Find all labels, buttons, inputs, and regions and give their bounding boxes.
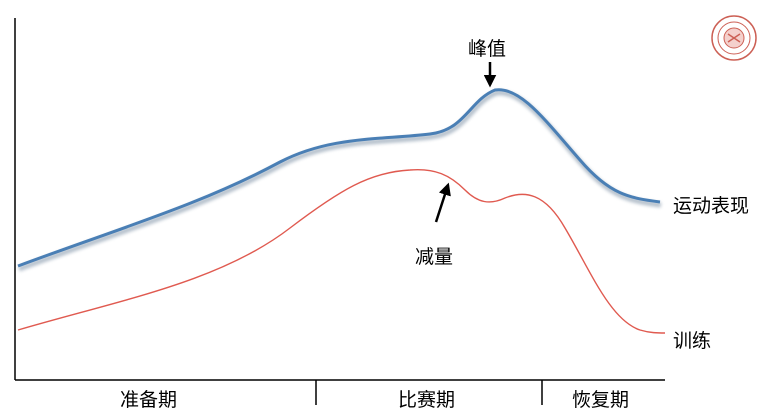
training-curve bbox=[17, 168, 666, 334]
performance-curve-shadow bbox=[18, 90, 662, 272]
university-seal-logo bbox=[711, 15, 757, 61]
phase-label-preparation: 准备期 bbox=[120, 389, 177, 411]
phase-label-competition: 比赛期 bbox=[398, 389, 455, 411]
taper-arrow bbox=[434, 182, 451, 223]
performance-curve bbox=[17, 88, 661, 268]
phase-label-recovery: 恢复期 bbox=[572, 389, 629, 411]
performance-label: 运动表现 bbox=[673, 195, 749, 217]
taper-label: 减量 bbox=[415, 246, 453, 268]
peak-label: 峰值 bbox=[468, 38, 506, 60]
training-label: 训练 bbox=[673, 330, 711, 352]
